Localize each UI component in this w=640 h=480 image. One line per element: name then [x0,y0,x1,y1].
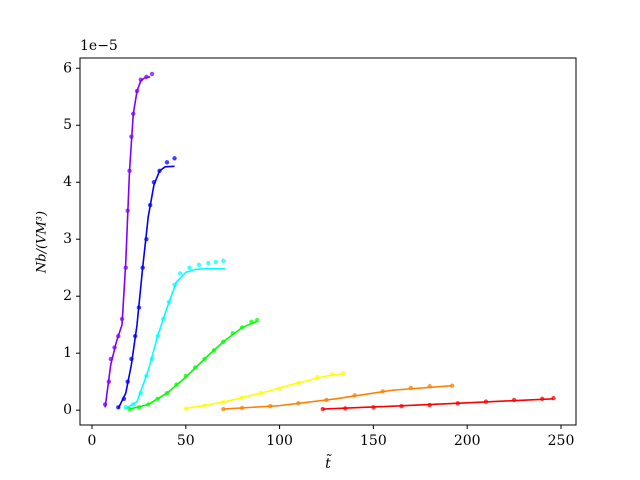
data-point [196,262,202,268]
y-tick-label: 6 [63,60,72,76]
fit-line [117,165,175,409]
data-point [164,160,170,165]
data-point [177,271,183,276]
data-point [206,260,211,266]
axes-frame [79,57,577,426]
x-tick-label: 0 [88,433,97,449]
x-tick-label: 50 [177,433,195,449]
y-tick-label: 5 [63,117,72,133]
data-point [320,406,325,412]
fit-line [185,372,344,410]
data-point [221,258,226,264]
x-tick-label: 200 [454,433,481,449]
y-tick-label: 2 [63,288,72,304]
y-axis-label: Nb/(VM³) [35,211,50,274]
x-axis-label: t̃ [325,453,332,472]
fit-line [129,320,258,410]
fit-line [223,384,453,410]
fit-line [104,76,151,408]
y-tick-label: 0 [63,402,72,418]
data-point [187,265,192,270]
x-tick-label: 250 [548,433,575,449]
data-point [172,156,177,161]
y-tick-label: 3 [63,231,72,247]
data-point [213,259,219,265]
offset-text: 1e−5 [80,38,118,54]
data-point [149,71,155,77]
x-tick-label: 100 [266,433,293,449]
y-tick-label: 1 [63,345,72,361]
fit-line [322,397,554,410]
y-tick-label: 4 [63,174,72,190]
fit-line [125,268,226,410]
x-tick-label: 150 [360,433,387,449]
